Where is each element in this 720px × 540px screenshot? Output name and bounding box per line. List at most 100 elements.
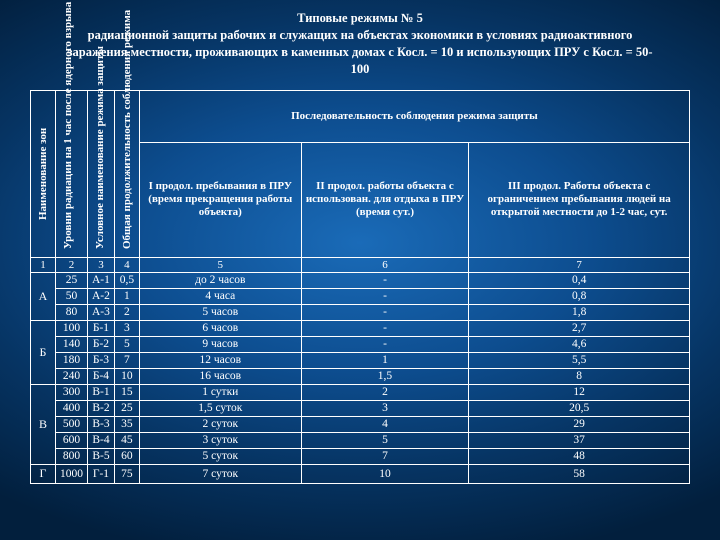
cell: - — [301, 288, 469, 304]
table-row: В 300 В-1 15 1 сутки 2 12 — [31, 384, 690, 400]
table-row: А 25 А-1 0,5 до 2 часов - 0,4 — [31, 272, 690, 288]
table-row: 240 Б-4 10 16 часов 1,5 8 — [31, 368, 690, 384]
cell: В-1 — [88, 384, 115, 400]
zone-a: А — [31, 272, 56, 320]
cell: - — [301, 304, 469, 320]
cell: до 2 часов — [139, 272, 301, 288]
cell: 5 часов — [139, 304, 301, 320]
cell: 3 суток — [139, 432, 301, 448]
col-header-sequence: Последовательность соблюдения режима защ… — [139, 90, 689, 142]
cell: 6 часов — [139, 320, 301, 336]
cell: 100 — [56, 320, 88, 336]
col-header-s3: III продол. Работы объекта с ограничение… — [469, 142, 690, 257]
zone-v: В — [31, 384, 56, 464]
cell: А-3 — [88, 304, 115, 320]
cell: 500 — [56, 416, 88, 432]
cell: Б-3 — [88, 352, 115, 368]
cell: 12 часов — [139, 352, 301, 368]
col-header-s1: I продол. пребывания в ПРУ (время прекра… — [139, 142, 301, 257]
num-7: 7 — [469, 257, 690, 272]
num-6: 6 — [301, 257, 469, 272]
cell: 5 суток — [139, 448, 301, 464]
table-row: 80 А-3 2 5 часов - 1,8 — [31, 304, 690, 320]
cell: 4 часа — [139, 288, 301, 304]
cell: 12 — [469, 384, 690, 400]
cell: В-4 — [88, 432, 115, 448]
cell: 1 сутки — [139, 384, 301, 400]
cell: В-5 — [88, 448, 115, 464]
slide-container: Типовые режимы № 5 радиационной защиты р… — [0, 0, 720, 540]
cell: 25 — [56, 272, 88, 288]
cell: В-3 — [88, 416, 115, 432]
cell: 800 — [56, 448, 88, 464]
cell: Б-1 — [88, 320, 115, 336]
zone-g: Г — [31, 464, 56, 483]
cell: Б-4 — [88, 368, 115, 384]
table-row: Б 100 Б-1 3 6 часов - 2,7 — [31, 320, 690, 336]
cell: 48 — [469, 448, 690, 464]
cell: 80 — [56, 304, 88, 320]
cell: 2,7 — [469, 320, 690, 336]
cell: 16 часов — [139, 368, 301, 384]
cell: 140 — [56, 336, 88, 352]
cell: 35 — [114, 416, 139, 432]
cell: Б-2 — [88, 336, 115, 352]
cell: 1 — [301, 352, 469, 368]
cell: 1,5 — [301, 368, 469, 384]
cell: 1 — [114, 288, 139, 304]
cell: 58 — [469, 464, 690, 483]
cell: 2 суток — [139, 416, 301, 432]
cell: А-1 — [88, 272, 115, 288]
cell: 1000 — [56, 464, 88, 483]
cell: 3 — [301, 400, 469, 416]
cell: 2 — [301, 384, 469, 400]
cell: 29 — [469, 416, 690, 432]
table-row: 400 В-2 25 1,5 суток 3 20,5 — [31, 400, 690, 416]
num-2: 2 — [56, 257, 88, 272]
cell: В-2 — [88, 400, 115, 416]
cell: 7 — [114, 352, 139, 368]
table-row: 800 В-5 60 5 суток 7 48 — [31, 448, 690, 464]
table-row: 50 А-2 1 4 часа - 0,8 — [31, 288, 690, 304]
cell: 300 — [56, 384, 88, 400]
num-4: 4 — [114, 257, 139, 272]
col-header-level: Уровни радиации на 1 час после ядерного … — [56, 90, 88, 257]
table-body: А 25 А-1 0,5 до 2 часов - 0,4 50 А-2 1 4… — [31, 272, 690, 483]
cell: 10 — [114, 368, 139, 384]
cell: 50 — [56, 288, 88, 304]
col-header-s2: II продол. работы объекта с использован.… — [301, 142, 469, 257]
cell: - — [301, 320, 469, 336]
cell: 10 — [301, 464, 469, 483]
cell: А-2 — [88, 288, 115, 304]
cell: 5 — [301, 432, 469, 448]
cell: 7 суток — [139, 464, 301, 483]
num-3: 3 — [88, 257, 115, 272]
num-5: 5 — [139, 257, 301, 272]
cell: 20,5 — [469, 400, 690, 416]
cell: 0,8 — [469, 288, 690, 304]
cell: 400 — [56, 400, 88, 416]
cell: 240 — [56, 368, 88, 384]
cell: 0,4 — [469, 272, 690, 288]
cell: 600 — [56, 432, 88, 448]
col-header-duration: Общая продолжительность соблюдения режим… — [114, 90, 139, 257]
table-row: 180 Б-3 7 12 часов 1 5,5 — [31, 352, 690, 368]
table-row: 600 В-4 45 3 суток 5 37 — [31, 432, 690, 448]
cell: 60 — [114, 448, 139, 464]
cell: 7 — [301, 448, 469, 464]
table-row: Г 1000 Г-1 75 7 суток 10 58 — [31, 464, 690, 483]
cell: 1,5 суток — [139, 400, 301, 416]
cell: 15 — [114, 384, 139, 400]
table-row: 500 В-3 35 2 суток 4 29 — [31, 416, 690, 432]
data-table: Наименование зон Уровни радиации на 1 ча… — [30, 90, 690, 484]
table-row: 140 Б-2 5 9 часов - 4,6 — [31, 336, 690, 352]
cell: 1,8 — [469, 304, 690, 320]
cell: 25 — [114, 400, 139, 416]
col-header-zone: Наименование зон — [31, 90, 56, 257]
num-1: 1 — [31, 257, 56, 272]
zone-b: Б — [31, 320, 56, 384]
cell: 4,6 — [469, 336, 690, 352]
header-row-1: Наименование зон Уровни радиации на 1 ча… — [31, 90, 690, 142]
cell: 5 — [114, 336, 139, 352]
cell: - — [301, 272, 469, 288]
